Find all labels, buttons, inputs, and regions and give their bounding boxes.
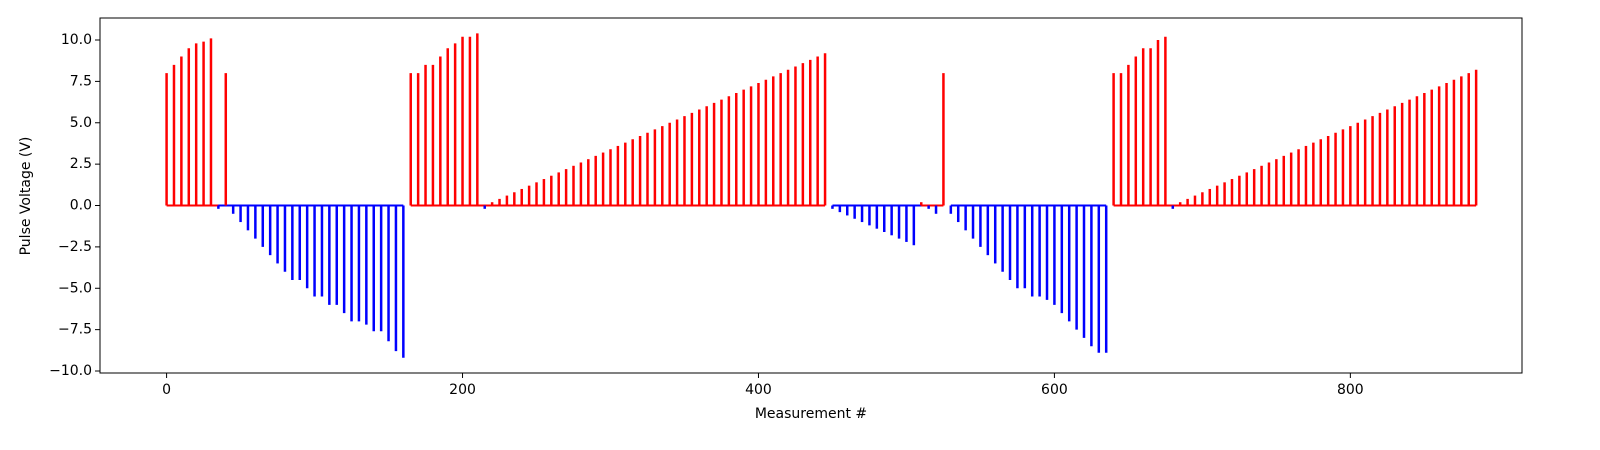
y-tick-label: 7.5 xyxy=(70,73,92,89)
y-tick-label: −5.0 xyxy=(58,280,92,296)
x-tick-label: 0 xyxy=(162,382,171,398)
y-tick-label: −10.0 xyxy=(49,363,92,379)
x-tick-label: 200 xyxy=(449,382,476,398)
plot-frame xyxy=(99,17,1523,374)
y-axis-label: Pulse Voltage (V) xyxy=(18,137,34,256)
y-tick-label: 10.0 xyxy=(61,32,92,48)
y-tick-label: −7.5 xyxy=(58,322,92,338)
y-tick-label: −2.5 xyxy=(58,239,92,255)
y-tick-label: 2.5 xyxy=(70,156,92,172)
y-tick-label: 5.0 xyxy=(70,115,92,131)
y-tick-label: 0.0 xyxy=(70,198,92,214)
x-tick-label: 600 xyxy=(1041,382,1068,398)
x-tick-label: 400 xyxy=(745,382,772,398)
x-axis-label: Measurement # xyxy=(755,406,867,422)
x-tick-label: 800 xyxy=(1337,382,1364,398)
